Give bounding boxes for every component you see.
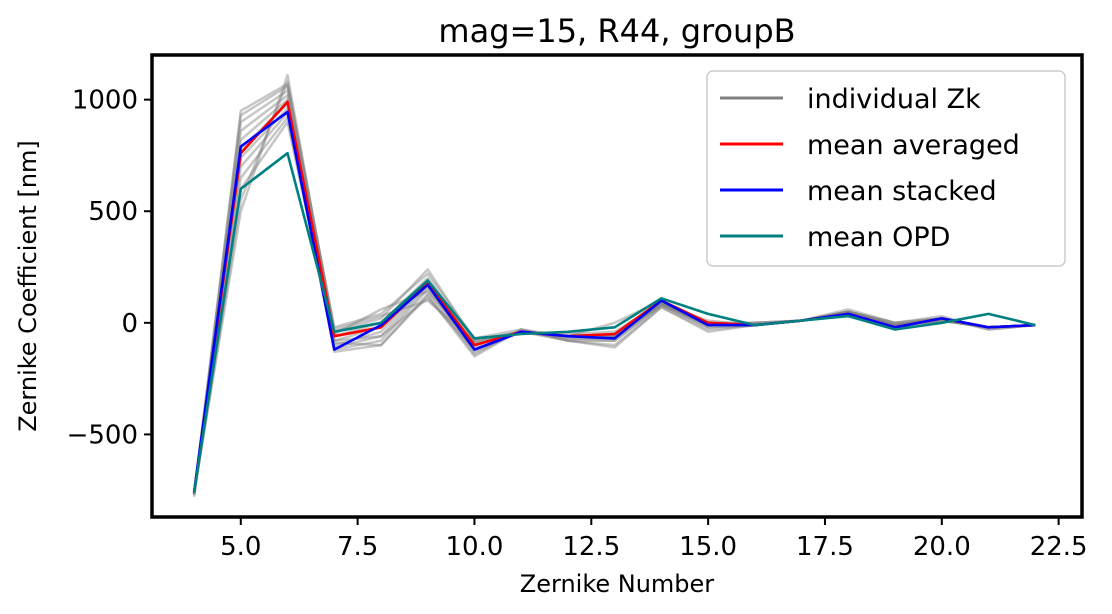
x-tick-label: 10.0 [446,532,504,562]
x-tick-label: 15.0 [679,532,737,562]
y-tick-label: 1000 [72,86,138,116]
series-line-mean-stacked [192,110,1036,493]
x-tick-label: 20.0 [913,532,971,562]
y-tick-label: 0 [121,309,138,339]
y-tick-label: 500 [88,197,138,227]
legend-items: individual Zk mean averaged mean stacked me… [720,84,1020,253]
y-axis-label: Zernike Coefficient [nm] [14,140,42,432]
legend-label: individual Zk [807,84,981,115]
legend-label: mean averaged [807,130,1020,161]
legend: individual Zk mean averaged mean stacked me… [706,70,1066,267]
x-tick-label: 17.5 [796,532,854,562]
x-tick-label: 7.5 [337,532,378,562]
legend-label: mean stacked [807,176,997,207]
x-tick-label: 22.5 [1030,532,1088,562]
y-ticks: −500 0 500 1000 [67,86,152,450]
x-tick-label: 5.0 [220,532,261,562]
plot-frame [150,53,1084,519]
chart-title: mag=15, R44, groupB [438,12,795,50]
legend-frame [706,70,1066,267]
y-tick-label: −500 [67,420,138,450]
series-lines-layer [192,100,1036,494]
series-line-mean-opd [192,151,1036,493]
x-tick-label: 12.5 [562,532,620,562]
legend-label: mean OPD [807,222,950,253]
x-ticks: 5.0 7.5 10.0 12.5 15.0 17.5 20.0 22.5 [220,517,1088,562]
x-axis-label: Zernike Number [520,570,715,598]
